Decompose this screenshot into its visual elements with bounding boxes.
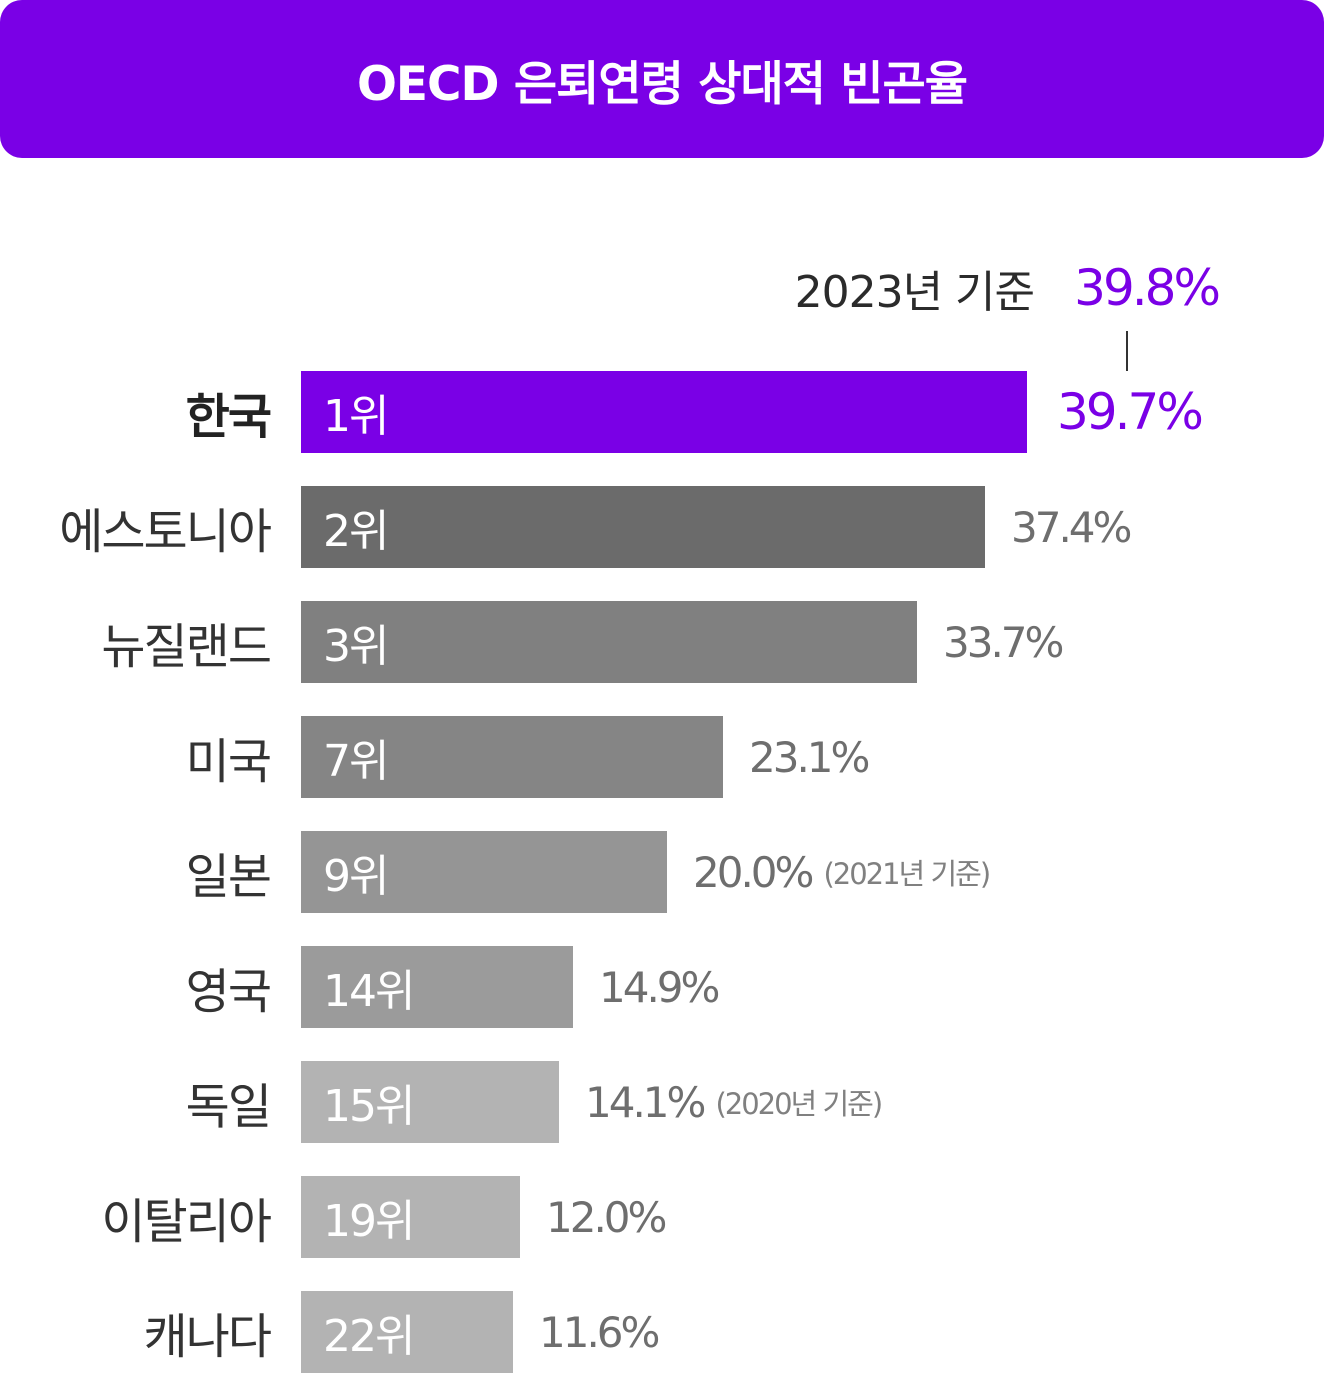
reference-year-value: 39.8% (1074, 259, 1221, 317)
value-number: 11.6% (539, 1307, 660, 1357)
value-number: 23.1% (749, 732, 870, 782)
value-label: 14.1% (2020년 기준) (585, 1061, 883, 1143)
title-banner: OECD 은퇴연령 상대적 빈곤율 (0, 0, 1324, 158)
annotation-connector-line (1126, 331, 1128, 371)
bar: 2위 (301, 486, 985, 568)
chart-title: OECD 은퇴연령 상대적 빈곤율 (356, 56, 968, 112)
country-label: 한국 (185, 389, 272, 445)
bar: 1위 (301, 371, 1027, 453)
country-label: 미국 (185, 734, 272, 790)
rank-label: 2위 (323, 506, 389, 557)
rank-label: 22위 (323, 1311, 415, 1362)
bar: 14위 (301, 946, 573, 1028)
value-footnote: (2021년 기준) (823, 857, 991, 891)
value-label: 20.0% (2021년 기준) (693, 831, 991, 913)
bar: 22위 (301, 1291, 513, 1373)
value-label: 23.1% (749, 716, 870, 798)
value-number: 14.1% (585, 1077, 706, 1127)
bar: 9위 (301, 831, 667, 913)
rank-label: 9위 (323, 851, 389, 902)
value-label: 14.9% (599, 946, 720, 1028)
country-label: 이탈리아 (101, 1194, 272, 1250)
country-label: 캐나다 (143, 1309, 272, 1365)
country-label: 일본 (185, 849, 272, 905)
value-number: 33.7% (943, 617, 1064, 667)
bar: 19위 (301, 1176, 520, 1258)
value-label: 11.6% (539, 1291, 660, 1373)
value-number: 39.7% (1057, 383, 1204, 441)
rank-label: 15위 (323, 1081, 415, 1132)
value-label: 37.4% (1011, 486, 1132, 568)
country-label: 에스토니아 (59, 504, 272, 560)
reference-year-label: 2023년 기준 (794, 267, 1035, 318)
value-number: 20.0% (693, 847, 814, 897)
rank-label: 14위 (323, 966, 415, 1017)
value-label: 12.0% (546, 1176, 667, 1258)
value-label: 33.7% (943, 601, 1064, 683)
bar: 7위 (301, 716, 723, 798)
rank-label: 19위 (323, 1196, 415, 1247)
rank-label: 7위 (323, 736, 389, 787)
country-label: 뉴질랜드 (101, 619, 272, 675)
value-number: 14.9% (599, 962, 720, 1012)
bar: 3위 (301, 601, 917, 683)
value-footnote: (2020년 기준) (715, 1087, 883, 1121)
country-label: 독일 (185, 1079, 272, 1135)
value-number: 12.0% (546, 1192, 667, 1242)
country-label: 영국 (185, 964, 272, 1020)
value-number: 37.4% (1011, 502, 1132, 552)
value-label: 39.7% (1057, 371, 1204, 453)
rank-label: 3위 (323, 621, 389, 672)
rank-label: 1위 (323, 391, 389, 442)
bar: 15위 (301, 1061, 559, 1143)
